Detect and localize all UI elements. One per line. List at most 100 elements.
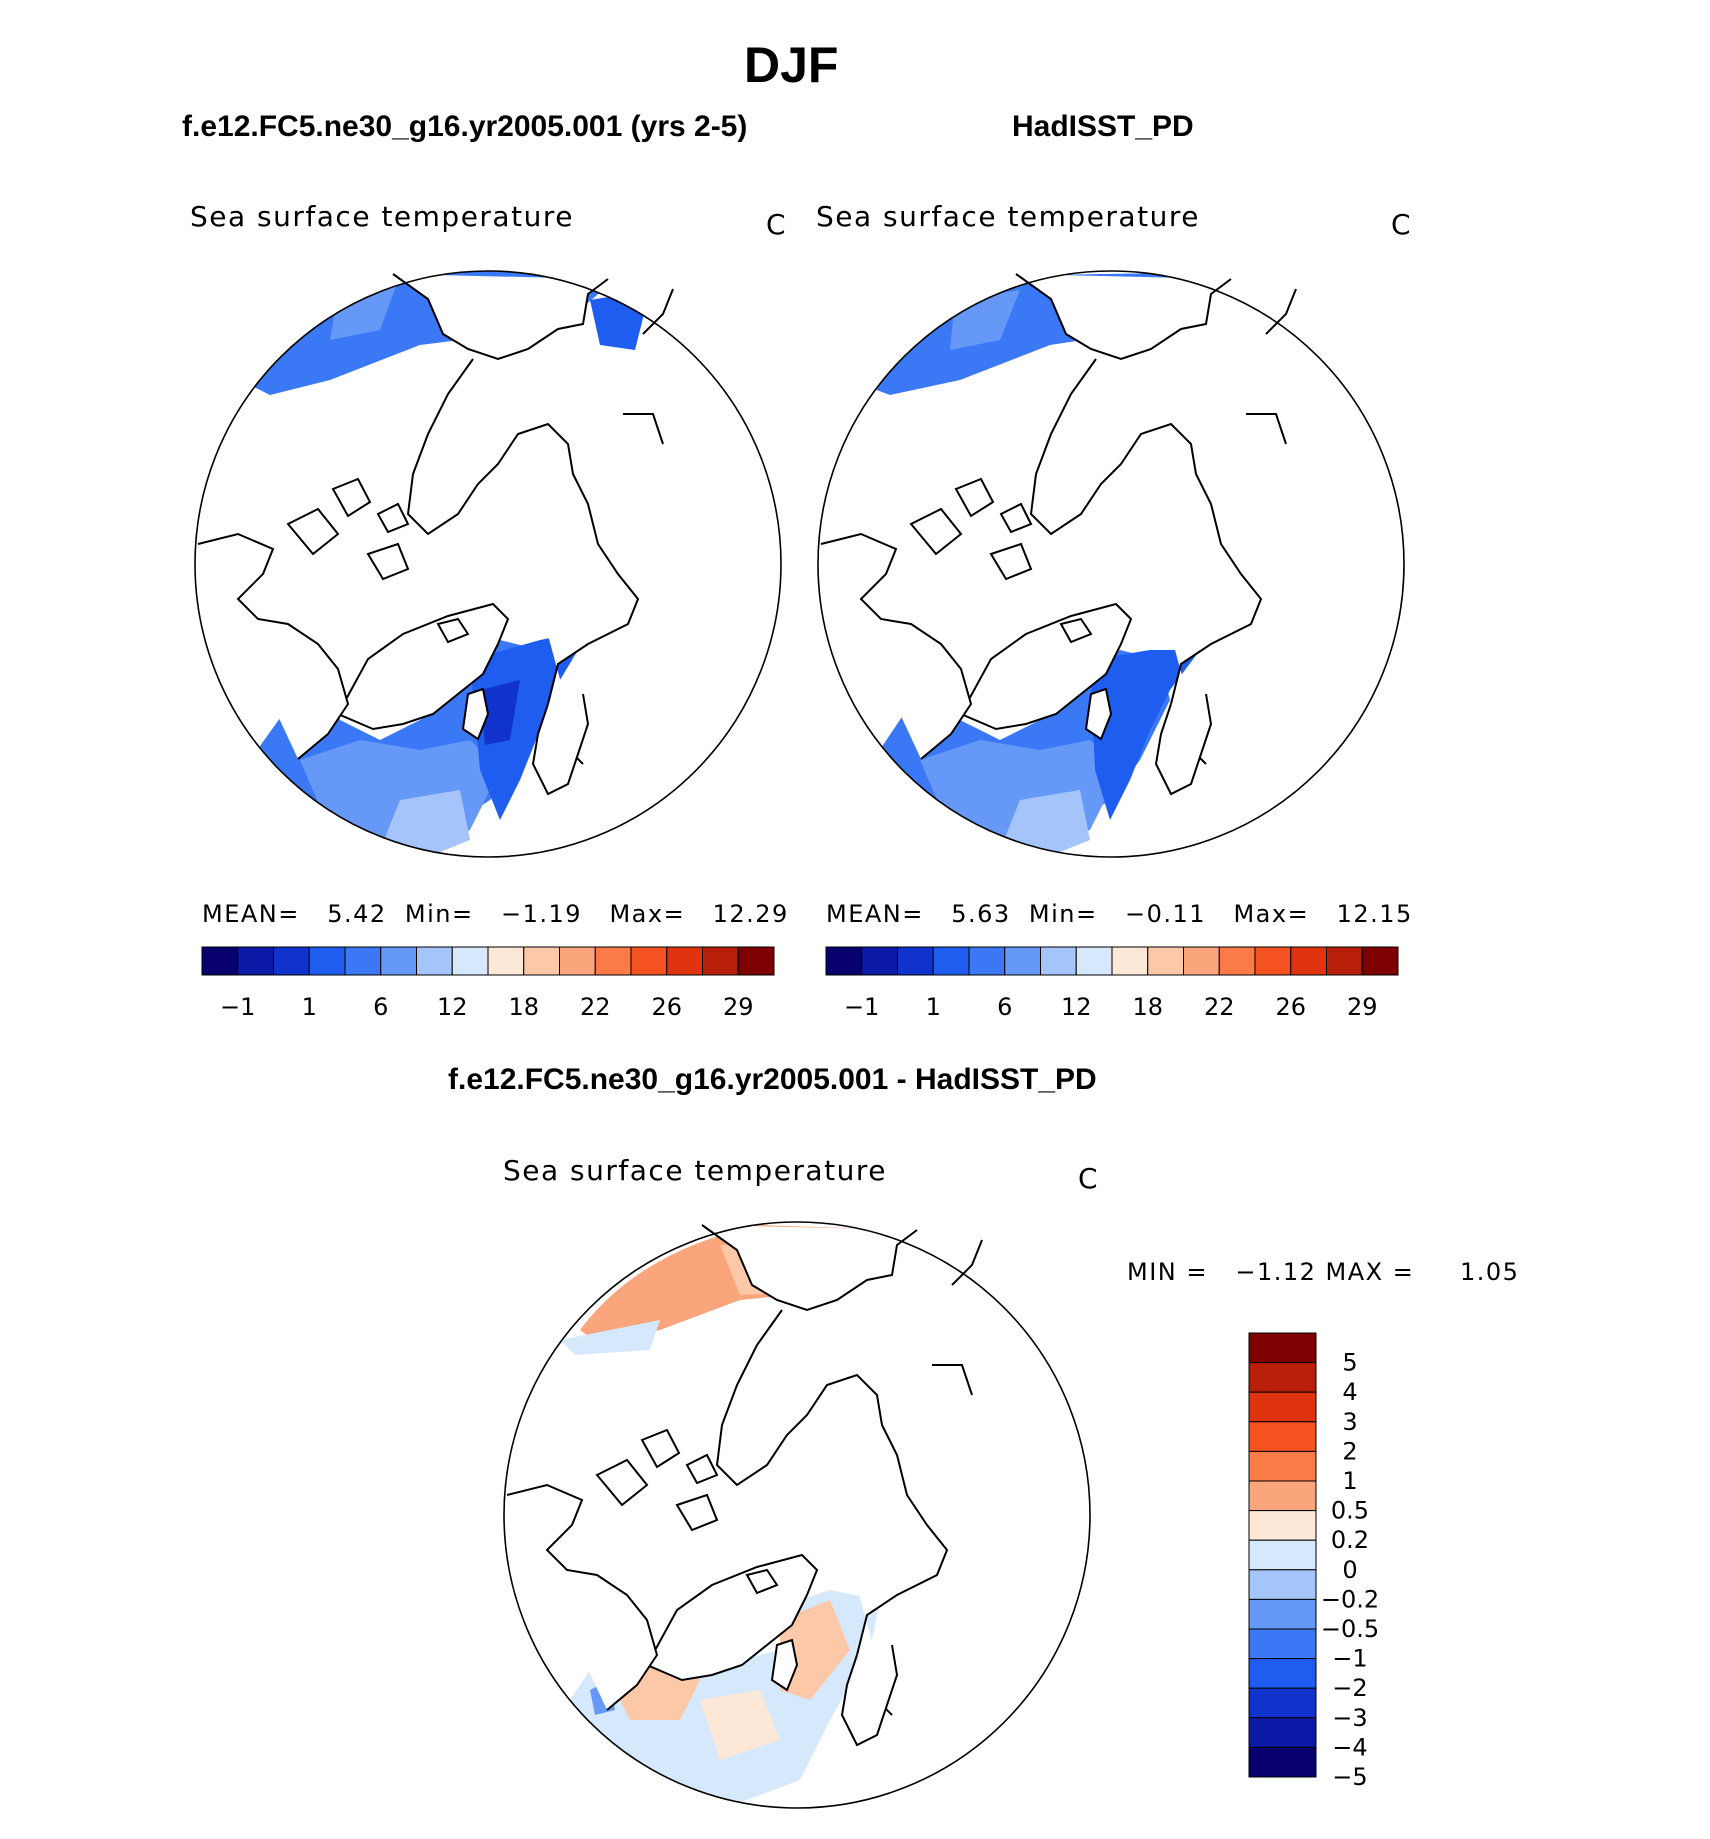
colorbar-panel2: −1 1 6 12 18 22 26 29 (825, 946, 1399, 1021)
panel1-colorbar-swatch (201, 946, 239, 976)
panel2-colorbar-swatch (968, 946, 1006, 976)
panel1-colorbar-swatch (523, 946, 560, 976)
panel1-map (195, 271, 781, 857)
diff-colorbar-swatch (1248, 1510, 1317, 1541)
panel1-colorbar-swatch (308, 946, 346, 976)
panel2-colorbar-swatch (1361, 946, 1399, 976)
panel3-map-boundary (503, 1221, 1091, 1809)
panel1-colorbar-swatch (273, 946, 310, 976)
diff-colorbar-swatch (1248, 1717, 1317, 1748)
diff-colorbar-tick-label: −1 (1332, 1645, 1367, 1673)
panel1-colorbar-tick-label: 18 (508, 993, 539, 1021)
diff-colorbar-swatch (1248, 1362, 1317, 1393)
panel2-colorbar-tick-label: 18 (1132, 993, 1163, 1021)
panel2-colorbar-swatch (897, 946, 934, 976)
diff-colorbar-tick-label: 0.5 (1331, 1497, 1369, 1525)
panel1-colorbar-swatch (451, 946, 489, 976)
diff-colorbar-tick-label: 0.2 (1331, 1526, 1369, 1554)
panel1-colorbar-swatch (702, 946, 739, 976)
panel1-colorbar-tick-label: 26 (651, 993, 682, 1021)
panel1-colorbar-tick-label: 12 (437, 993, 468, 1021)
diff-colorbar-swatch (1248, 1746, 1317, 1778)
diff-colorbar-tick-label: −0.2 (1321, 1585, 1379, 1613)
panel2-colorbar-swatch (1147, 946, 1184, 976)
diff-colorbar-tick-label: 3 (1342, 1408, 1357, 1436)
panel2-colorbar-swatch (1183, 946, 1220, 976)
panel1-colorbar-tick-label: 6 (373, 993, 388, 1021)
panel2-colorbar-swatch (1326, 946, 1363, 976)
panel2-colorbar-tick-label: 22 (1204, 993, 1235, 1021)
panel1-variable-label: Sea surface temperature (190, 200, 574, 233)
diff-colorbar-tick-label: −4 (1332, 1733, 1367, 1761)
panel2-map-boundary (817, 270, 1405, 858)
diff-colorbar-swatch (1248, 1598, 1317, 1630)
panel2-colorbar-swatch (1290, 946, 1327, 976)
panel1-stats: MEAN= 5.42 Min= −1.19 Max= 12.29 (202, 900, 789, 928)
panel2-colorbar-tick-label: −1 (844, 993, 879, 1021)
panel2-colorbar-tick-label: 12 (1061, 993, 1092, 1021)
panel1-colorbar-swatch (344, 946, 382, 976)
diff-colorbar-tick-label: −2 (1332, 1674, 1367, 1702)
panel1-colorbar-swatch (630, 946, 668, 976)
diff-colorbar-tick-label: −0.5 (1321, 1615, 1379, 1643)
panel3-variable-label: Sea surface temperature (503, 1154, 887, 1187)
panel2-colorbar-swatch (1040, 946, 1077, 976)
panel2-colorbar-swatch (1004, 946, 1041, 976)
diff-colorbar-swatch (1248, 1480, 1317, 1512)
panel-right-title: HadISST_PD (1012, 110, 1194, 143)
panel2-colorbar-swatch (1218, 946, 1256, 976)
panel3-map (504, 1222, 1090, 1808)
diff-colorbar-swatch (1248, 1628, 1317, 1660)
panel1-colorbar-swatch (594, 946, 632, 976)
panel3-units-label: C (1078, 1162, 1100, 1195)
panel1-units-label: C (766, 208, 788, 241)
panel2-map (818, 271, 1404, 857)
panel1-colorbar-tick-label: 29 (723, 993, 754, 1021)
panel1-colorbar-swatch (737, 946, 775, 976)
panel2-stats: MEAN= 5.63 Min= −0.11 Max= 12.15 (826, 900, 1413, 928)
panel1-colorbar-swatch (416, 946, 453, 976)
panel1-colorbar-tick-label: 1 (302, 993, 317, 1021)
panel2-colorbar-tick-label: 6 (997, 993, 1012, 1021)
diff-colorbar-swatch (1248, 1421, 1317, 1452)
diff-colorbar-tick-label: 0 (1342, 1556, 1357, 1584)
diff-colorbar-swatch (1248, 1687, 1317, 1719)
panel2-colorbar-swatch (1254, 946, 1292, 976)
panel2-colorbar-swatch (861, 946, 898, 976)
panel2-colorbar-swatch (932, 946, 970, 976)
diff-colorbar-tick-label: 5 (1342, 1349, 1357, 1377)
diff-title: f.e12.FC5.ne30_g16.yr2005.001 - HadISST_… (448, 1063, 1097, 1096)
panel1-colorbar-swatch (487, 946, 525, 976)
diff-colorbar-tick-label: −5 (1332, 1763, 1367, 1791)
diff-colorbar-swatch (1248, 1658, 1317, 1689)
panel2-units-label: C (1391, 208, 1413, 241)
panel2-colorbar-swatch (1111, 946, 1149, 976)
colorbar-panel1: −1 1 6 12 18 22 26 29 (201, 946, 775, 1021)
panel2-variable-label: Sea surface temperature (816, 200, 1200, 233)
diff-colorbar-tick-label: 2 (1342, 1437, 1357, 1465)
diff-colorbar-tick-label: −3 (1332, 1704, 1367, 1732)
panel1-colorbar-swatch (666, 946, 703, 976)
diff-colorbar-swatch (1248, 1332, 1317, 1364)
panel2-colorbar-swatch (825, 946, 863, 976)
panel1-colorbar-tick-label: 22 (580, 993, 611, 1021)
panel1-colorbar-tick-label: −1 (220, 993, 255, 1021)
diff-colorbar-swatch (1248, 1569, 1317, 1600)
panel1-colorbar-swatch (380, 946, 417, 976)
panel1-map-boundary (194, 270, 782, 858)
panel1-colorbar-swatch (237, 946, 274, 976)
panel-left-title: f.e12.FC5.ne30_g16.yr2005.001 (yrs 2-5) (182, 110, 748, 143)
panel2-colorbar-tick-label: 1 (926, 993, 941, 1021)
diff-colorbar-swatch (1248, 1450, 1317, 1482)
diff-colorbar-swatch (1248, 1539, 1317, 1571)
season-title: DJF (744, 37, 839, 93)
panel2-colorbar-swatch (1075, 946, 1113, 976)
panel3-stats: MIN = −1.12 MAX = 1.05 (1127, 1258, 1520, 1286)
diff-colorbar-tick-label: 1 (1342, 1467, 1357, 1495)
diff-colorbar-swatch (1248, 1391, 1317, 1423)
panel2-colorbar-tick-label: 29 (1347, 993, 1378, 1021)
panel2-colorbar-tick-label: 26 (1275, 993, 1306, 1021)
diff-colorbar-tick-label: 4 (1342, 1378, 1357, 1406)
